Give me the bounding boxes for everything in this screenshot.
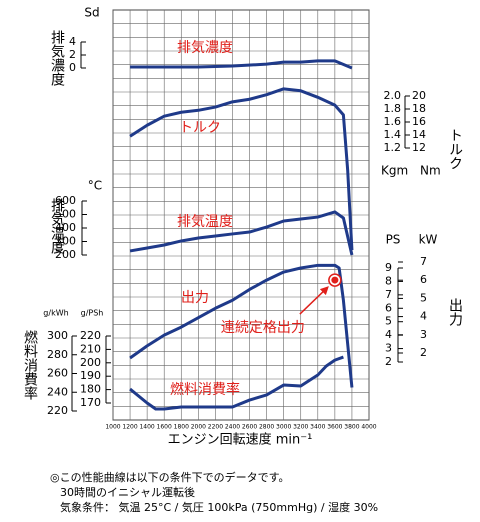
- y-tick-label: 12: [412, 141, 426, 154]
- y-tick-label: 220: [47, 404, 68, 417]
- x-axis-label: エンジン回転速度 min⁻¹: [168, 432, 313, 448]
- y-tick-label: 6: [385, 301, 392, 314]
- y-tick-label: 190: [80, 369, 101, 382]
- curve: [129, 263, 354, 388]
- x-tick-label: 1800: [174, 424, 189, 431]
- y-tick-label: 3: [385, 342, 392, 355]
- arrow-head: [319, 286, 329, 296]
- y-tick-label: 220: [80, 329, 101, 342]
- y-tick-label: 6: [420, 273, 427, 286]
- curve: [129, 87, 354, 251]
- x-tick-label: 2200: [208, 424, 223, 431]
- x-tick-label: 1600: [157, 424, 172, 431]
- axis-unit: PS: [386, 233, 401, 247]
- axis-unit: kW: [419, 233, 438, 247]
- axis-title: 燃料消費率: [22, 329, 38, 400]
- y-tick-label: 170: [80, 396, 101, 409]
- x-tick-label: 1400: [139, 424, 154, 431]
- row-grid: [113, 23, 369, 407]
- y-tick-label: 4: [420, 310, 427, 323]
- y-tick-label: 400: [55, 221, 76, 234]
- note: 気象条件： 気温 25°C / 気圧 100kPa (750mmHg) / 湿度…: [60, 500, 378, 514]
- x-tick-label: 2400: [225, 424, 240, 431]
- curve: [129, 355, 344, 411]
- y-tick-label: 7: [385, 288, 392, 301]
- series-label: 排気濃度: [177, 40, 233, 56]
- x-tick-label: 3400: [310, 424, 325, 431]
- y-tick-label: 14: [412, 128, 426, 141]
- series-label: 出力: [181, 290, 209, 306]
- y-tick-label: 300: [55, 235, 76, 248]
- x-tick-label: 1200: [122, 424, 137, 431]
- rated-marker-dot: [331, 276, 339, 284]
- y-tick-label: 280: [47, 348, 68, 361]
- axis-unit: Kgm: [381, 164, 408, 178]
- x-tick-label: 3200: [293, 424, 308, 431]
- x-tick-label: 1000: [105, 424, 120, 431]
- x-tick-label: 2000: [191, 424, 206, 431]
- x-tick-label: 3000: [276, 424, 291, 431]
- arrow: [299, 287, 328, 315]
- y-tick-label: 18: [412, 102, 426, 115]
- y-tick-label: 5: [385, 315, 392, 328]
- y-tick-label: 200: [55, 248, 76, 261]
- y-tick-label: 1.8: [384, 102, 402, 115]
- y-tick-label: 200: [80, 356, 101, 369]
- y-tick-label: 1.2: [384, 141, 402, 154]
- y-tick-label: 7: [420, 255, 427, 268]
- axis-title: 排気濃度: [49, 30, 65, 86]
- x-tick-label: 3800: [344, 424, 359, 431]
- y-tick-label: 180: [80, 383, 101, 396]
- curve: [130, 59, 353, 70]
- note: ◎この性能曲線は以下の条件下でのデータです。: [50, 470, 290, 484]
- y-tick-label: 16: [412, 115, 426, 128]
- axis-title: 排気温度: [49, 198, 65, 254]
- y-tick-label: 1.6: [384, 115, 402, 128]
- y-tick-label: 500: [55, 208, 76, 221]
- y-tick-label: 0: [69, 61, 76, 74]
- annotation: 連続定格出力: [221, 319, 305, 336]
- axis-title: トルク: [447, 128, 463, 170]
- axis-unit: Nm: [420, 164, 441, 178]
- y-tick-label: 2: [69, 48, 76, 61]
- series-label: 燃料消費率: [170, 381, 240, 398]
- y-tick-label: 260: [47, 367, 68, 380]
- axis-unit: g/kWh: [43, 309, 68, 318]
- curve: [129, 210, 354, 256]
- axis-title: 出力: [447, 298, 463, 327]
- note: 30時間のイニシャル運転後: [60, 485, 195, 499]
- y-tick-label: 600: [55, 194, 76, 207]
- y-tick-label: 2: [420, 346, 427, 359]
- y-tick-label: 5: [420, 291, 427, 304]
- axis-unit: g/PSh: [81, 309, 104, 318]
- axis-unit: °C: [88, 179, 102, 193]
- y-tick-label: 210: [80, 342, 101, 355]
- series-label: トルク: [179, 120, 221, 136]
- series-label: 排気温度: [177, 214, 233, 230]
- y-tick-label: 20: [412, 89, 426, 102]
- y-tick-label: 1.4: [384, 128, 402, 141]
- x-tick-label: 2600: [242, 424, 257, 431]
- x-tick-label: 2800: [259, 424, 274, 431]
- y-tick-label: 9: [385, 261, 392, 274]
- axis-unit: Sd: [84, 6, 99, 20]
- y-tick-label: 300: [47, 329, 68, 342]
- x-tick-label: 3600: [327, 424, 342, 431]
- y-tick-label: 4: [385, 328, 392, 341]
- y-tick-label: 4: [69, 35, 76, 48]
- x-tick-label: 4000: [361, 424, 376, 431]
- y-tick-label: 240: [47, 385, 68, 398]
- y-tick-label: 2.0: [384, 89, 402, 102]
- y-tick-label: 3: [420, 328, 427, 341]
- y-tick-label: 8: [385, 274, 392, 287]
- y-tick-label: 2: [385, 355, 392, 368]
